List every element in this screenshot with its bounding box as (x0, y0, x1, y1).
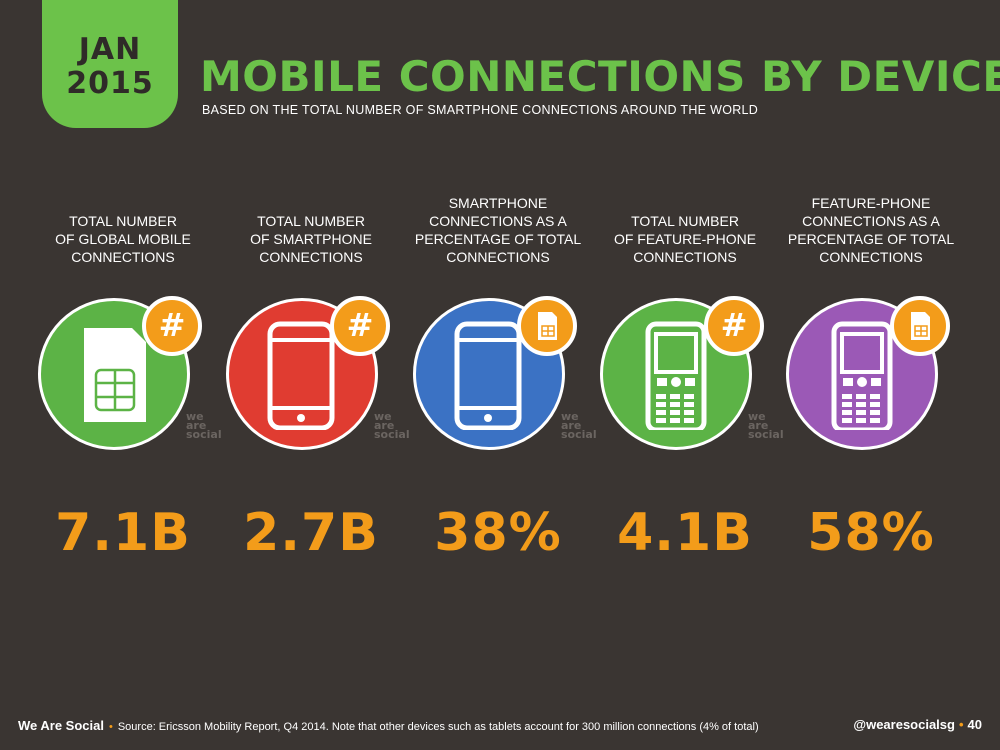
stat-value: 58% (807, 503, 935, 563)
watermark-word: we (748, 410, 766, 423)
smartphone-icon (429, 320, 549, 431)
stat-label-line: FEATURE-PHONE (811, 195, 931, 211)
page-title: MOBILE CONNECTIONS BY DEVICE (200, 52, 1000, 101)
hash-symbol: # (158, 306, 186, 344)
stat-label-line: TOTAL NUMBER (631, 213, 739, 229)
watermark-logo: we are social (561, 410, 597, 441)
watermark-logo: we are social (186, 410, 222, 441)
hash-symbol: # (720, 306, 748, 344)
watermark-logo: we are social (748, 410, 784, 441)
page-subtitle: BASED ON THE TOTAL NUMBER OF SMARTPHONE … (202, 103, 759, 117)
footer-source: We Are Social • Source: Ericsson Mobility … (18, 718, 759, 733)
stat-label-line: CONNECTIONS AS A (802, 213, 940, 229)
stat-label: TOTAL NUMBER OF FEATURE-PHONE CONNECTIONS (592, 212, 778, 266)
hash-symbol: # (346, 306, 374, 344)
stat-label-line: CONNECTIONS (259, 249, 363, 265)
stat-value: 7.1B (55, 503, 191, 563)
hash-badge-icon: # (142, 296, 202, 356)
watermark-word: social (186, 428, 222, 441)
stat-value: 4.1B (617, 503, 753, 563)
stat-label-line: PERCENTAGE OF TOTAL (787, 231, 955, 247)
footer-handle-block: @wearesocialsg • 40 (853, 717, 982, 732)
watermark-word: social (561, 428, 597, 441)
feature-phone-icon (616, 320, 736, 433)
smartphone-icon (242, 320, 362, 431)
stat-label-line: CONNECTIONS (446, 249, 550, 265)
stat-value: 38% (434, 503, 562, 563)
page-number: 40 (967, 717, 982, 732)
stat-label-line: OF GLOBAL MOBILE (55, 231, 191, 247)
watermark-word: are (748, 419, 769, 432)
stat-label: SMARTPHONE CONNECTIONS AS A PERCENTAGE OF … (405, 194, 591, 266)
stat-label: FEATURE-PHONE CONNECTIONS AS A PERCENTAGE … (778, 194, 964, 266)
stat-label-line: TOTAL NUMBER (257, 213, 365, 229)
watermark-word: we (561, 410, 579, 423)
sim-card-badge-icon (517, 296, 577, 356)
footer-brand: We Are Social (18, 718, 104, 733)
date-month: JAN (78, 32, 142, 67)
stat-label: TOTAL NUMBER OF SMARTPHONE CONNECTIONS (218, 212, 404, 266)
stat-label-line: CONNECTIONS (819, 249, 923, 265)
stat-label-line: PERCENTAGE OF TOTAL (414, 231, 582, 247)
sim-card-icon (54, 320, 174, 430)
stat-label-line: CONNECTIONS (71, 249, 175, 265)
date-year: 2015 (66, 66, 154, 101)
stat-label-line: CONNECTIONS (633, 249, 737, 265)
watermark-logo: we are social (374, 410, 410, 441)
watermark-word: are (374, 419, 395, 432)
stat-label-line: TOTAL NUMBER (69, 213, 177, 229)
watermark-word: are (561, 419, 582, 432)
watermark-word: we (186, 410, 204, 423)
sim-card-badge-icon (890, 296, 950, 356)
stat-label-line: SMARTPHONE (448, 195, 548, 211)
stat-label: TOTAL NUMBER OF GLOBAL MOBILE CONNECTIONS (30, 212, 216, 266)
hash-badge-icon: # (330, 296, 390, 356)
stat-label-line: OF SMARTPHONE (250, 231, 372, 247)
footer-source-text: Source: Ericsson Mobility Report, Q4 201… (117, 721, 759, 733)
stat-label-line: OF FEATURE-PHONE (613, 231, 757, 247)
watermark-word: are (186, 419, 207, 432)
hash-badge-icon: # (704, 296, 764, 356)
feature-phone-icon (802, 320, 922, 433)
footer-handle: @wearesocialsg (853, 717, 955, 732)
watermark-word: social (748, 428, 784, 441)
watermark-word: we (374, 410, 392, 423)
watermark-word: social (374, 428, 410, 441)
stat-label-line: CONNECTIONS AS A (429, 213, 567, 229)
date-badge: JAN 2015 (42, 0, 178, 128)
stat-value: 2.7B (243, 503, 379, 563)
